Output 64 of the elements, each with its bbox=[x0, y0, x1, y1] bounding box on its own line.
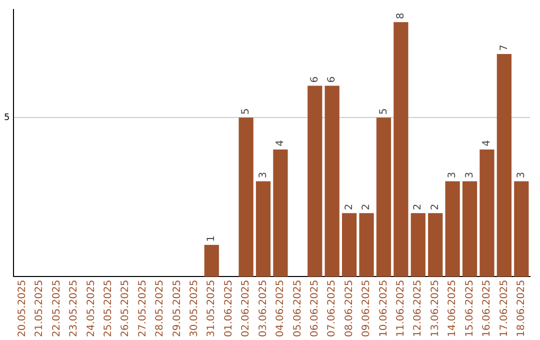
bar bbox=[256, 181, 271, 277]
bar bbox=[445, 181, 460, 277]
x-tick-label: 18.06.2025 bbox=[516, 280, 527, 338]
x-tick-label: 16.06.2025 bbox=[482, 280, 493, 338]
bar bbox=[462, 181, 478, 277]
bar bbox=[342, 213, 357, 277]
data-label: 4 bbox=[482, 140, 493, 146]
x-tick-label: 04.06.2025 bbox=[275, 280, 286, 338]
data-label: 7 bbox=[498, 44, 510, 51]
x-tick-label: 15.06.2025 bbox=[464, 280, 476, 338]
data-label: 6 bbox=[326, 76, 338, 83]
x-tick-label: 31.05.2025 bbox=[206, 280, 218, 338]
x-tick-label: 30.05.2025 bbox=[189, 280, 200, 338]
data-label: 8 bbox=[396, 12, 407, 20]
x-tick-label: 01.06.2025 bbox=[223, 280, 234, 338]
bar bbox=[324, 86, 340, 277]
bar bbox=[238, 118, 254, 277]
x-tick-label: 08.06.2025 bbox=[344, 280, 355, 338]
x-tick-label: 24.05.2025 bbox=[86, 280, 97, 338]
x-tick-label: 28.05.2025 bbox=[154, 280, 166, 338]
bar bbox=[514, 181, 529, 277]
x-tick-label: 12.06.2025 bbox=[412, 280, 424, 338]
data-label: 2 bbox=[412, 204, 424, 210]
bar bbox=[496, 54, 512, 277]
data-label: 3 bbox=[258, 172, 269, 178]
bar bbox=[410, 213, 426, 277]
data-label: 5 bbox=[240, 108, 252, 115]
x-tick-label: 20.05.2025 bbox=[16, 280, 28, 338]
x-tick-label: 29.05.2025 bbox=[172, 280, 183, 338]
data-label: 4 bbox=[275, 140, 286, 146]
bar bbox=[376, 118, 392, 277]
x-tick-label: 06.06.2025 bbox=[309, 280, 320, 338]
x-tick-label: 27.05.2025 bbox=[137, 280, 148, 338]
x-tick-label: 17.06.2025 bbox=[498, 280, 510, 338]
bar bbox=[204, 244, 219, 277]
bar bbox=[359, 213, 374, 277]
bar bbox=[480, 149, 494, 277]
x-tick-label: 07.06.2025 bbox=[326, 280, 338, 338]
data-label: 5 bbox=[378, 108, 390, 115]
bar bbox=[428, 213, 443, 277]
x-tick-label: 21.05.2025 bbox=[34, 280, 46, 338]
x-tick-label: 26.05.2025 bbox=[120, 280, 132, 338]
x-tick-label: 02.06.2025 bbox=[240, 280, 252, 338]
x-tick-label: 09.06.2025 bbox=[361, 280, 372, 338]
x-tick-label: 14.06.2025 bbox=[447, 280, 458, 338]
x-tick-label: 03.06.2025 bbox=[258, 280, 269, 338]
data-label: 2 bbox=[361, 204, 372, 210]
data-label: 2 bbox=[430, 204, 441, 210]
x-tick-label: 25.05.2025 bbox=[102, 280, 114, 338]
data-label: 3 bbox=[447, 172, 458, 178]
x-tick-label: 11.06.2025 bbox=[396, 280, 407, 338]
x-tick-label: 22.05.2025 bbox=[51, 280, 62, 338]
data-label: 6 bbox=[309, 76, 320, 83]
bar bbox=[308, 86, 322, 277]
data-label: 3 bbox=[516, 172, 527, 178]
data-label: 1 bbox=[206, 236, 218, 242]
bar bbox=[273, 149, 288, 277]
x-tick-label: 10.06.2025 bbox=[378, 280, 390, 338]
x-tick-label: 05.06.2025 bbox=[292, 280, 304, 338]
x-tick-label: 23.05.2025 bbox=[68, 280, 80, 338]
bar bbox=[394, 22, 408, 277]
x-tick-label: 13.06.2025 bbox=[430, 280, 441, 338]
data-label: 2 bbox=[344, 204, 355, 210]
data-label: 3 bbox=[464, 172, 476, 178]
